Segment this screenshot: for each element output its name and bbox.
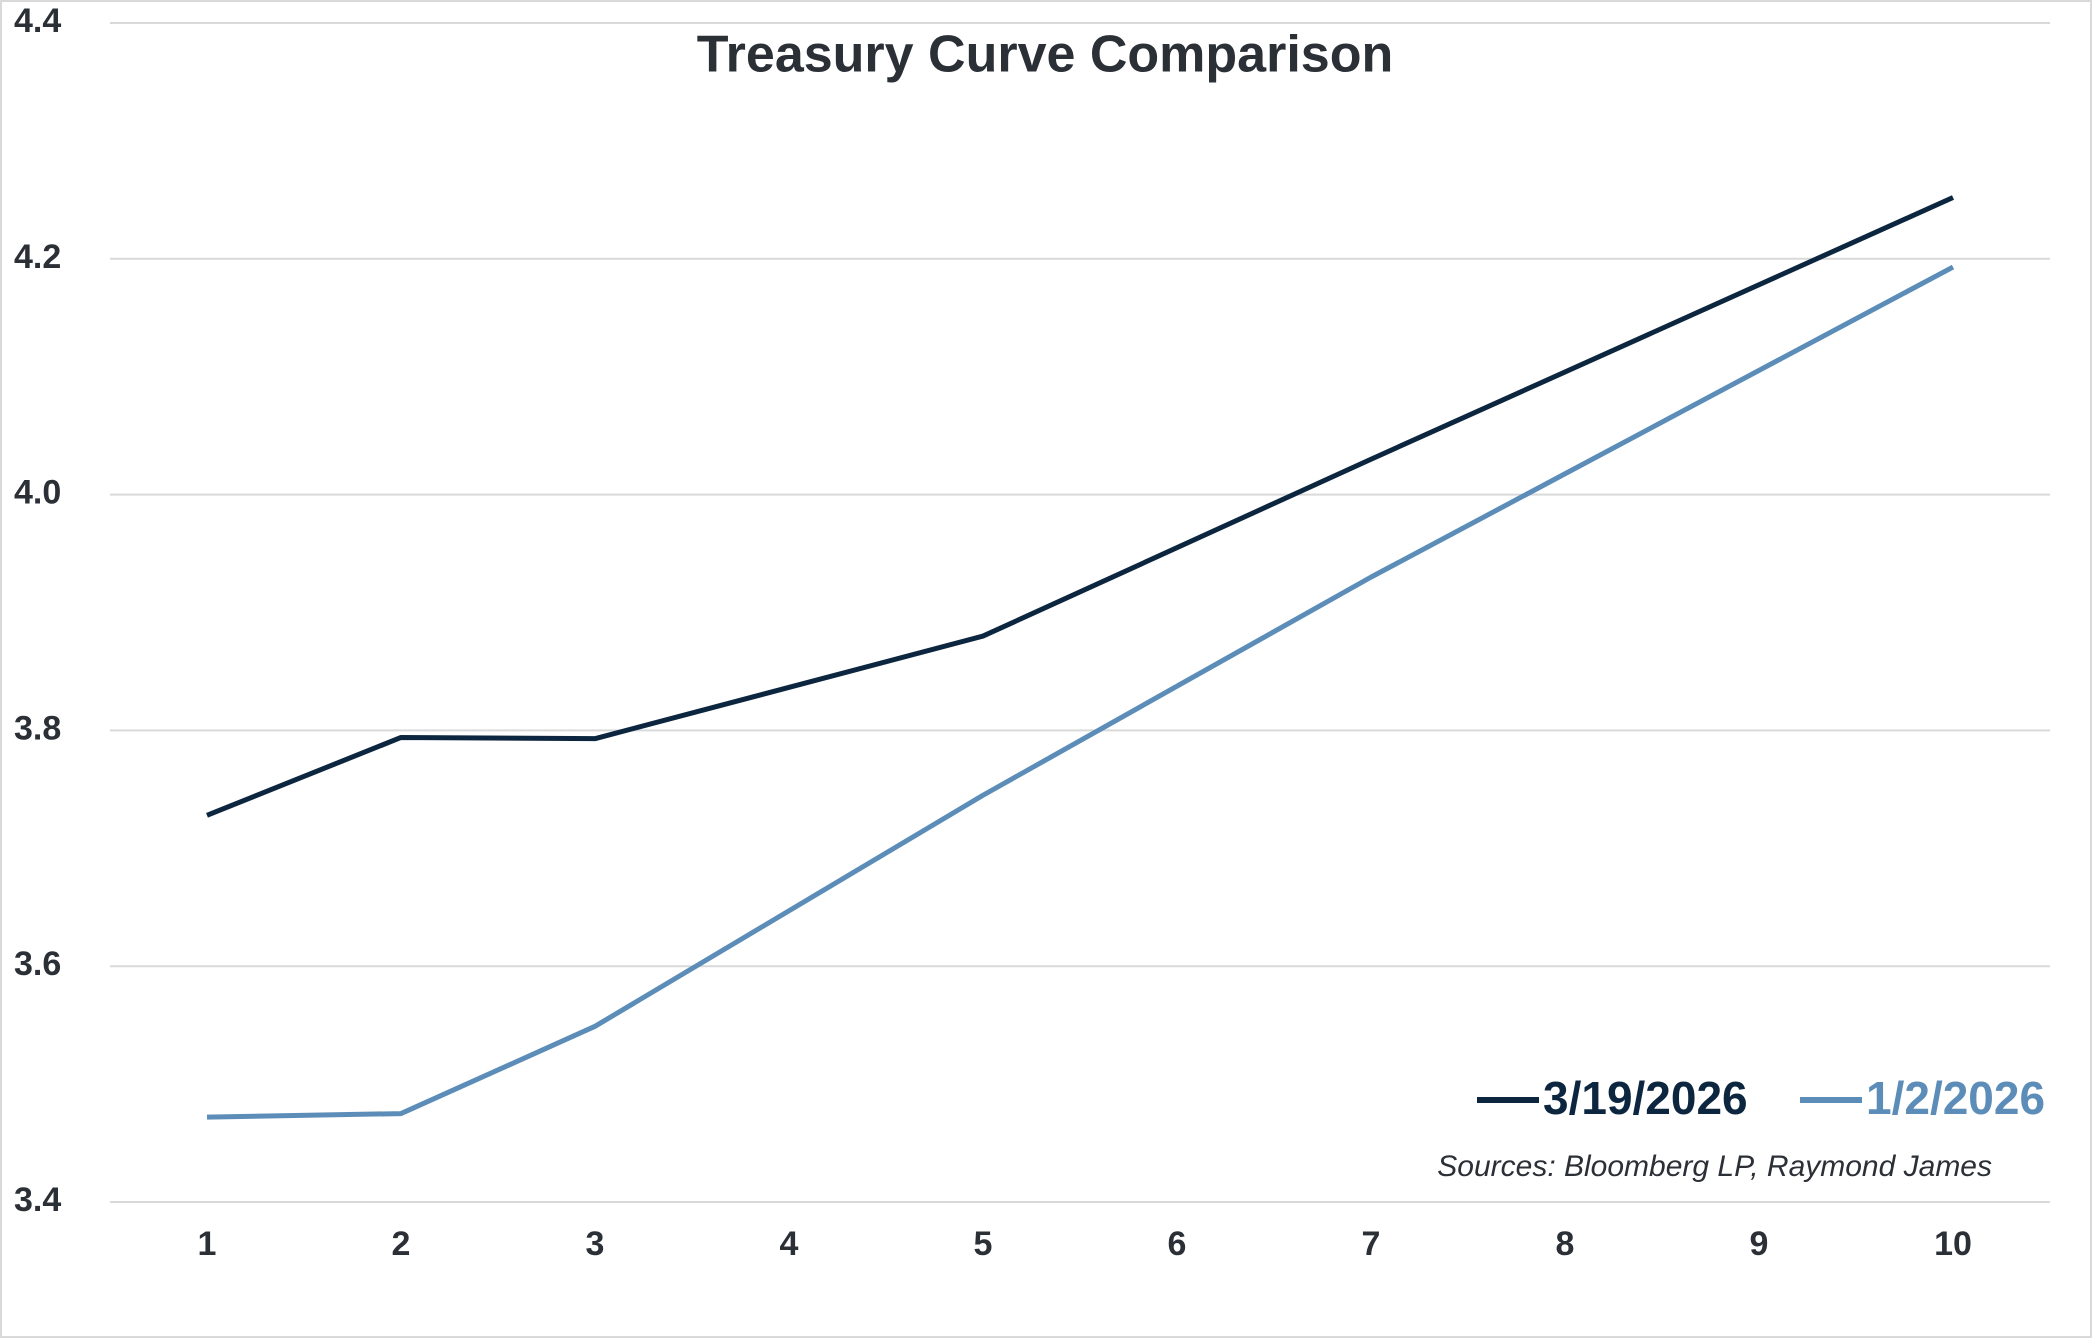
y-tick-label: 4.4 [14, 2, 61, 40]
series-line [206, 195, 1955, 818]
y-tick-label: 3.8 [14, 709, 61, 747]
series-line [206, 264, 1955, 1120]
x-tick-label: 6 [1168, 1225, 1187, 1263]
source-note: Sources: Bloomberg LP, Raymond James [1437, 1150, 1992, 1183]
x-tick-label: 10 [1934, 1225, 1972, 1263]
x-tick-label: 2 [392, 1225, 411, 1263]
y-tick-label: 3.6 [14, 945, 61, 983]
x-tick-label: 8 [1556, 1225, 1575, 1263]
chart-title: Treasury Curve Comparison [697, 26, 1393, 84]
x-tick-label: 9 [1750, 1225, 1769, 1263]
x-tick-label: 7 [1362, 1225, 1381, 1263]
x-tick-label: 5 [974, 1225, 993, 1263]
legend-label: 1/2/2026 [1866, 1072, 2045, 1124]
y-tick-label: 4.2 [14, 238, 61, 276]
legend-label: 3/19/2026 [1543, 1072, 1748, 1124]
y-tick-label: 3.4 [14, 1181, 61, 1219]
x-tick-label: 4 [780, 1225, 799, 1263]
y-tick-label: 4.0 [14, 474, 61, 512]
x-tick-label: 3 [586, 1225, 605, 1263]
x-tick-label: 1 [198, 1225, 217, 1263]
